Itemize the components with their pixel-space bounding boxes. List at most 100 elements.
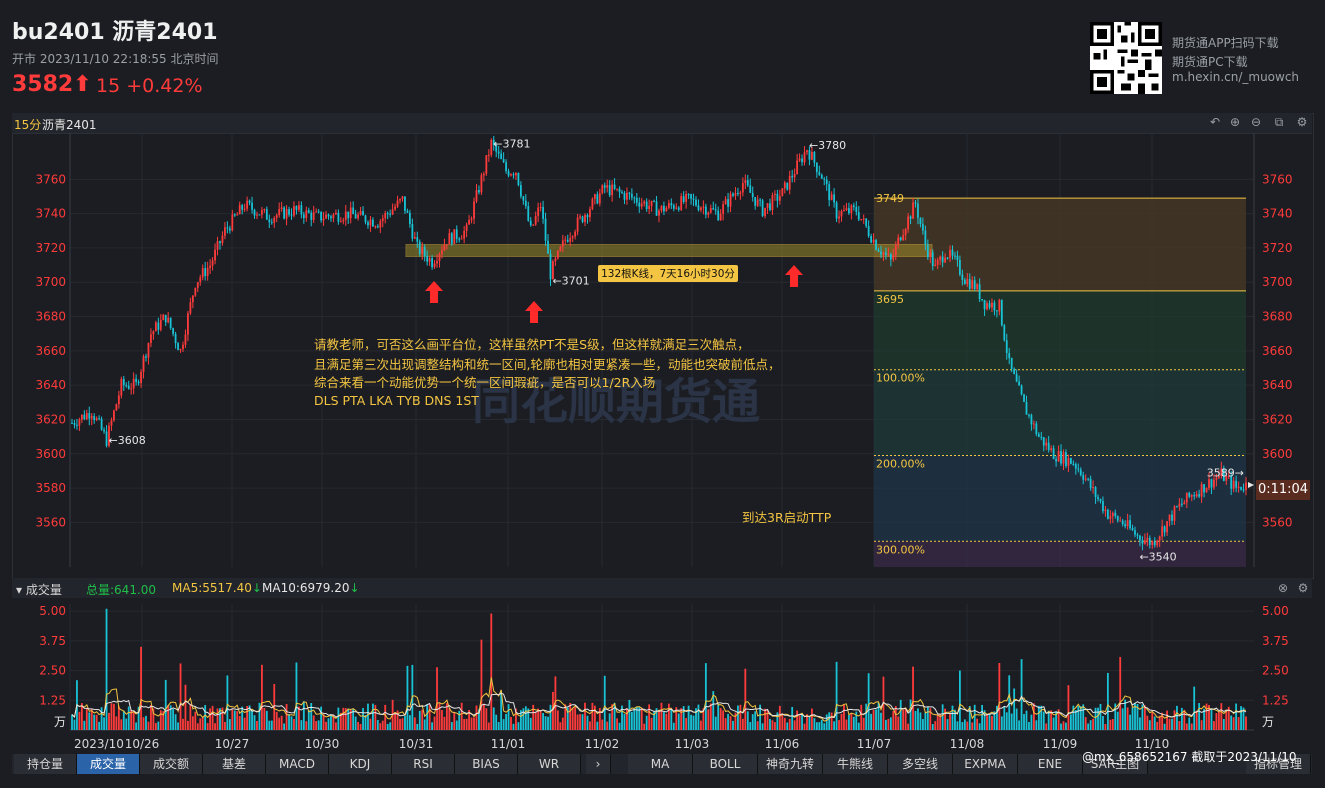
indicator-1[interactable]: MA — [628, 754, 693, 774]
indicator-3[interactable]: 神奇九转 — [758, 754, 823, 774]
y-tick-label: 3560 — [1262, 515, 1293, 529]
candle-body — [727, 199, 729, 207]
candle-body — [1161, 526, 1164, 537]
candle-body — [621, 191, 623, 193]
candle-body — [1087, 478, 1090, 480]
volume-bar — [1143, 705, 1146, 730]
candle-body — [958, 259, 961, 275]
candle-body — [243, 208, 246, 210]
promo-url[interactable]: m.hexin.cn/_muowch — [1172, 70, 1300, 84]
collapse-icon[interactable]: ▾ — [16, 583, 26, 597]
zoom-in-icon[interactable]: ⊕ — [1229, 115, 1241, 129]
period-selector[interactable]: 15分 — [14, 118, 42, 132]
tab-7[interactable]: RSI — [392, 754, 455, 774]
candle-body — [672, 205, 675, 209]
platform-box: 132根K线，7天16小时30分 — [405, 244, 933, 282]
candle-body — [778, 196, 781, 201]
tab-1[interactable]: 持仓量 — [14, 754, 77, 774]
volume-bar — [352, 708, 355, 730]
candle-body — [564, 239, 567, 241]
tab-3[interactable]: 成交额 — [140, 754, 203, 774]
volume-bar — [90, 708, 93, 730]
tab-9[interactable]: WR — [518, 754, 581, 774]
volume-title[interactable]: ▾ 成交量 — [16, 583, 62, 597]
candle-body — [1156, 540, 1159, 546]
arrow-markers — [425, 265, 803, 323]
volume-bar — [830, 712, 833, 730]
volume-bar — [290, 716, 293, 730]
volume-bar — [739, 704, 742, 730]
candlestick-chart[interactable]: 同花顺期货通 3749 3695 100.00% 200.00% 300.00% 132… — [12, 133, 1312, 577]
volume-bar — [598, 707, 601, 730]
candle-body — [416, 237, 419, 242]
candle-body — [1222, 468, 1225, 481]
candle-body — [529, 220, 532, 226]
settings-icon[interactable]: ⚙ — [1297, 581, 1309, 595]
candle-body — [606, 185, 609, 188]
volume-bar — [931, 724, 934, 730]
candle-body — [522, 196, 525, 201]
volume-bar — [1213, 721, 1215, 730]
indicator-7[interactable]: ENE — [1018, 754, 1083, 774]
volume-bar — [369, 718, 372, 730]
candle-body — [815, 162, 818, 173]
volume-bar — [616, 718, 618, 730]
candle-body — [305, 210, 308, 219]
candle-body — [487, 154, 490, 156]
x-tick-label: 11/08 — [950, 737, 985, 751]
platform-rect — [405, 244, 933, 258]
settings-icon[interactable]: ⚙ — [1296, 115, 1308, 129]
candle-body — [751, 192, 754, 198]
volume-bar — [951, 705, 954, 730]
x-tick-label: 10/31 — [399, 737, 434, 751]
volume-bar — [934, 721, 937, 730]
undo-icon[interactable]: ↶ — [1209, 115, 1221, 129]
candle-body — [1097, 497, 1099, 500]
indicator-manage-button[interactable]: 指标管理 — [1246, 754, 1311, 774]
candle-body — [1020, 385, 1023, 395]
candle-body — [719, 213, 722, 221]
indicator-4[interactable]: 牛熊线 — [823, 754, 888, 774]
candle-body — [278, 209, 281, 216]
close-icon[interactable]: ⊗ — [1277, 581, 1289, 595]
volume-bar — [909, 699, 912, 730]
candle-body — [1220, 468, 1223, 476]
indicator-2[interactable]: BOLL — [693, 754, 758, 774]
candle-body — [539, 207, 542, 209]
volume-bar — [1215, 713, 1218, 730]
candle-body — [791, 175, 794, 178]
candle-body — [1005, 340, 1008, 354]
fib-label: 200.00% — [876, 457, 925, 470]
candle-body — [675, 207, 678, 209]
fullscreen-icon[interactable]: ⧉ — [1274, 115, 1284, 129]
chevron-right-icon[interactable]: › — [586, 754, 611, 774]
zoom-out-icon[interactable]: ⊖ — [1250, 115, 1262, 129]
volume-bar — [216, 708, 219, 730]
volume-bar — [880, 712, 882, 730]
price-mark: ←3608 — [109, 434, 146, 447]
indicator-8[interactable]: SAR主图 — [1083, 754, 1148, 774]
candle-body — [907, 216, 910, 230]
candle-body — [781, 188, 784, 197]
tab-8[interactable]: BIAS — [455, 754, 518, 774]
tab-4[interactable]: 基差 — [203, 754, 266, 774]
candle-body — [135, 378, 138, 382]
volume-bar — [621, 705, 623, 730]
volume-bar — [534, 711, 537, 730]
candle-body — [986, 303, 988, 310]
volume-bar — [147, 721, 150, 730]
indicator-6[interactable]: EXPMA — [953, 754, 1018, 774]
candle-body — [78, 419, 81, 426]
candle-body — [418, 241, 421, 254]
candle-body — [527, 206, 530, 221]
tab-2[interactable]: 成交量 — [77, 754, 140, 774]
volume-bar — [359, 723, 362, 730]
candle-body — [534, 216, 537, 225]
tab-6[interactable]: KDJ — [329, 754, 392, 774]
indicator-5[interactable]: 多空线 — [888, 754, 953, 774]
volume-bar — [788, 718, 791, 730]
tab-5[interactable]: MACD — [266, 754, 329, 774]
volume-bar — [339, 712, 342, 730]
volume-bar — [756, 721, 759, 730]
watermark: 同花顺期货通 — [472, 374, 760, 430]
